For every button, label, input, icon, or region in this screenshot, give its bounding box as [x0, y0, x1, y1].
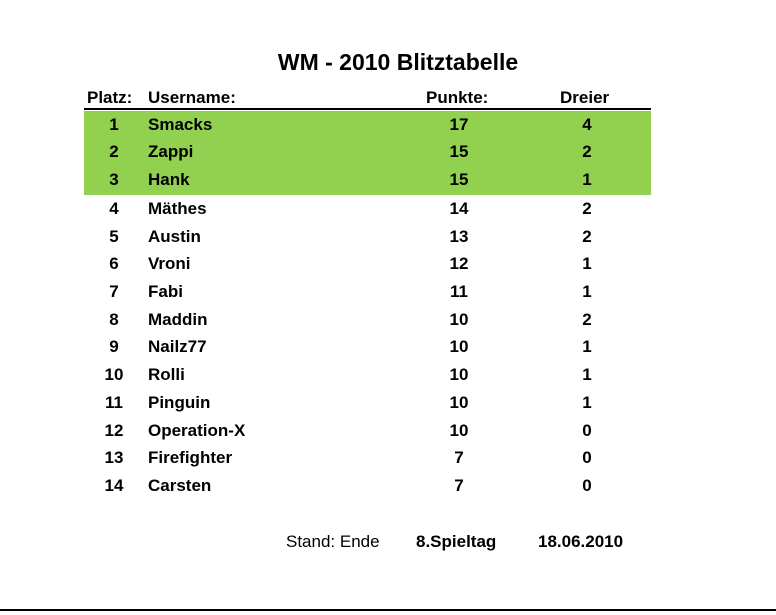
header-username: Username:: [148, 88, 236, 107]
points-cell: 10: [449, 421, 469, 440]
rank-cell: 2: [109, 142, 119, 161]
points-cell: 11: [450, 282, 468, 301]
table-row: 14 Carsten 7 0: [0, 472, 776, 499]
dreier-cell: 1: [582, 393, 592, 412]
username-cell: Vroni: [148, 254, 191, 273]
dreier-cell: 0: [582, 421, 592, 440]
username-cell: Rolli: [148, 365, 185, 384]
username-cell: Operation-X: [148, 421, 246, 440]
dreier-cell: 1: [582, 282, 592, 301]
rank-cell: 12: [104, 421, 124, 440]
table-row: 13 Firefighter 7 0: [0, 444, 776, 471]
points-cell: 7: [454, 476, 464, 495]
rank-cell: 9: [109, 337, 119, 356]
username-cell: Hank: [148, 170, 190, 189]
dreier-cell: 1: [582, 365, 592, 384]
points-cell: 13: [449, 227, 469, 246]
rank-cell: 11: [105, 393, 123, 412]
rank-cell: 13: [104, 448, 124, 467]
rank-cell: 5: [109, 227, 119, 246]
table-row: 11 Pinguin 10 1: [0, 389, 776, 416]
table-row: 8 Maddin 10 2: [0, 306, 776, 333]
table-row: 6 Vroni 12 1: [0, 250, 776, 277]
points-cell: 14: [449, 199, 469, 218]
rank-cell: 4: [109, 199, 119, 218]
username-cell: Maddin: [148, 310, 208, 329]
dreier-cell: 4: [582, 115, 592, 134]
username-cell: Zappi: [148, 142, 194, 161]
table-row: 10 Rolli 10 1: [0, 361, 776, 388]
footer-label: Stand: Ende: [286, 532, 380, 551]
header-divider: [84, 108, 651, 110]
rank-cell: 7: [109, 282, 119, 301]
rank-cell: 3: [109, 170, 119, 189]
dreier-cell: 2: [582, 310, 592, 329]
dreier-cell: 2: [582, 199, 592, 218]
dreier-cell: 1: [582, 254, 592, 273]
table-row: 4 Mäthes 14 2: [0, 195, 776, 222]
table-row: 12 Operation-X 10 0: [0, 417, 776, 444]
points-cell: 10: [449, 393, 469, 412]
rank-cell: 14: [104, 476, 124, 495]
table-row: 2 Zappi 15 2: [0, 138, 776, 165]
dreier-cell: 2: [582, 142, 592, 161]
dreier-cell: 1: [582, 170, 592, 189]
rank-cell: 6: [109, 254, 119, 273]
username-cell: Firefighter: [148, 448, 233, 467]
dreier-cell: 1: [582, 337, 592, 356]
dreier-cell: 0: [582, 476, 592, 495]
username-cell: Pinguin: [148, 393, 211, 412]
table-row: 7 Fabi 11 1: [0, 278, 776, 305]
footer-date: 18.06.2010: [538, 532, 624, 551]
table-row: 5 Austin 13 2: [0, 223, 776, 250]
username-cell: Fabi: [148, 282, 183, 301]
username-cell: Mäthes: [148, 199, 207, 218]
table-row: 1 Smacks 17 4: [0, 111, 776, 138]
rank-cell: 8: [109, 310, 119, 329]
header-dreier: Dreier: [560, 88, 610, 107]
points-cell: 7: [454, 448, 464, 467]
points-cell: 10: [449, 310, 469, 329]
rank-cell: 1: [109, 115, 119, 134]
footer-matchday: 8.Spieltag: [416, 532, 497, 551]
dreier-cell: 2: [582, 227, 592, 246]
points-cell: 15: [449, 142, 469, 161]
top-three-highlight: [84, 111, 651, 195]
username-cell: Carsten: [148, 476, 212, 495]
points-cell: 10: [449, 337, 469, 356]
header-rank: Platz:: [87, 88, 133, 107]
bottom-border: [0, 609, 776, 611]
dreier-cell: 0: [582, 448, 592, 467]
rank-cell: 10: [104, 365, 124, 384]
header-points: Punkte:: [426, 88, 489, 107]
table-row: 3 Hank 15 1: [0, 166, 776, 193]
username-cell: Smacks: [148, 115, 213, 134]
page-title: WM - 2010 Blitztabelle: [277, 49, 519, 75]
points-cell: 17: [449, 115, 469, 134]
username-cell: Nailz77: [148, 337, 207, 356]
points-cell: 12: [449, 254, 469, 273]
username-cell: Austin: [148, 227, 201, 246]
points-cell: 15: [449, 170, 469, 189]
points-cell: 10: [449, 365, 469, 384]
table-row: 9 Nailz77 10 1: [0, 333, 776, 360]
